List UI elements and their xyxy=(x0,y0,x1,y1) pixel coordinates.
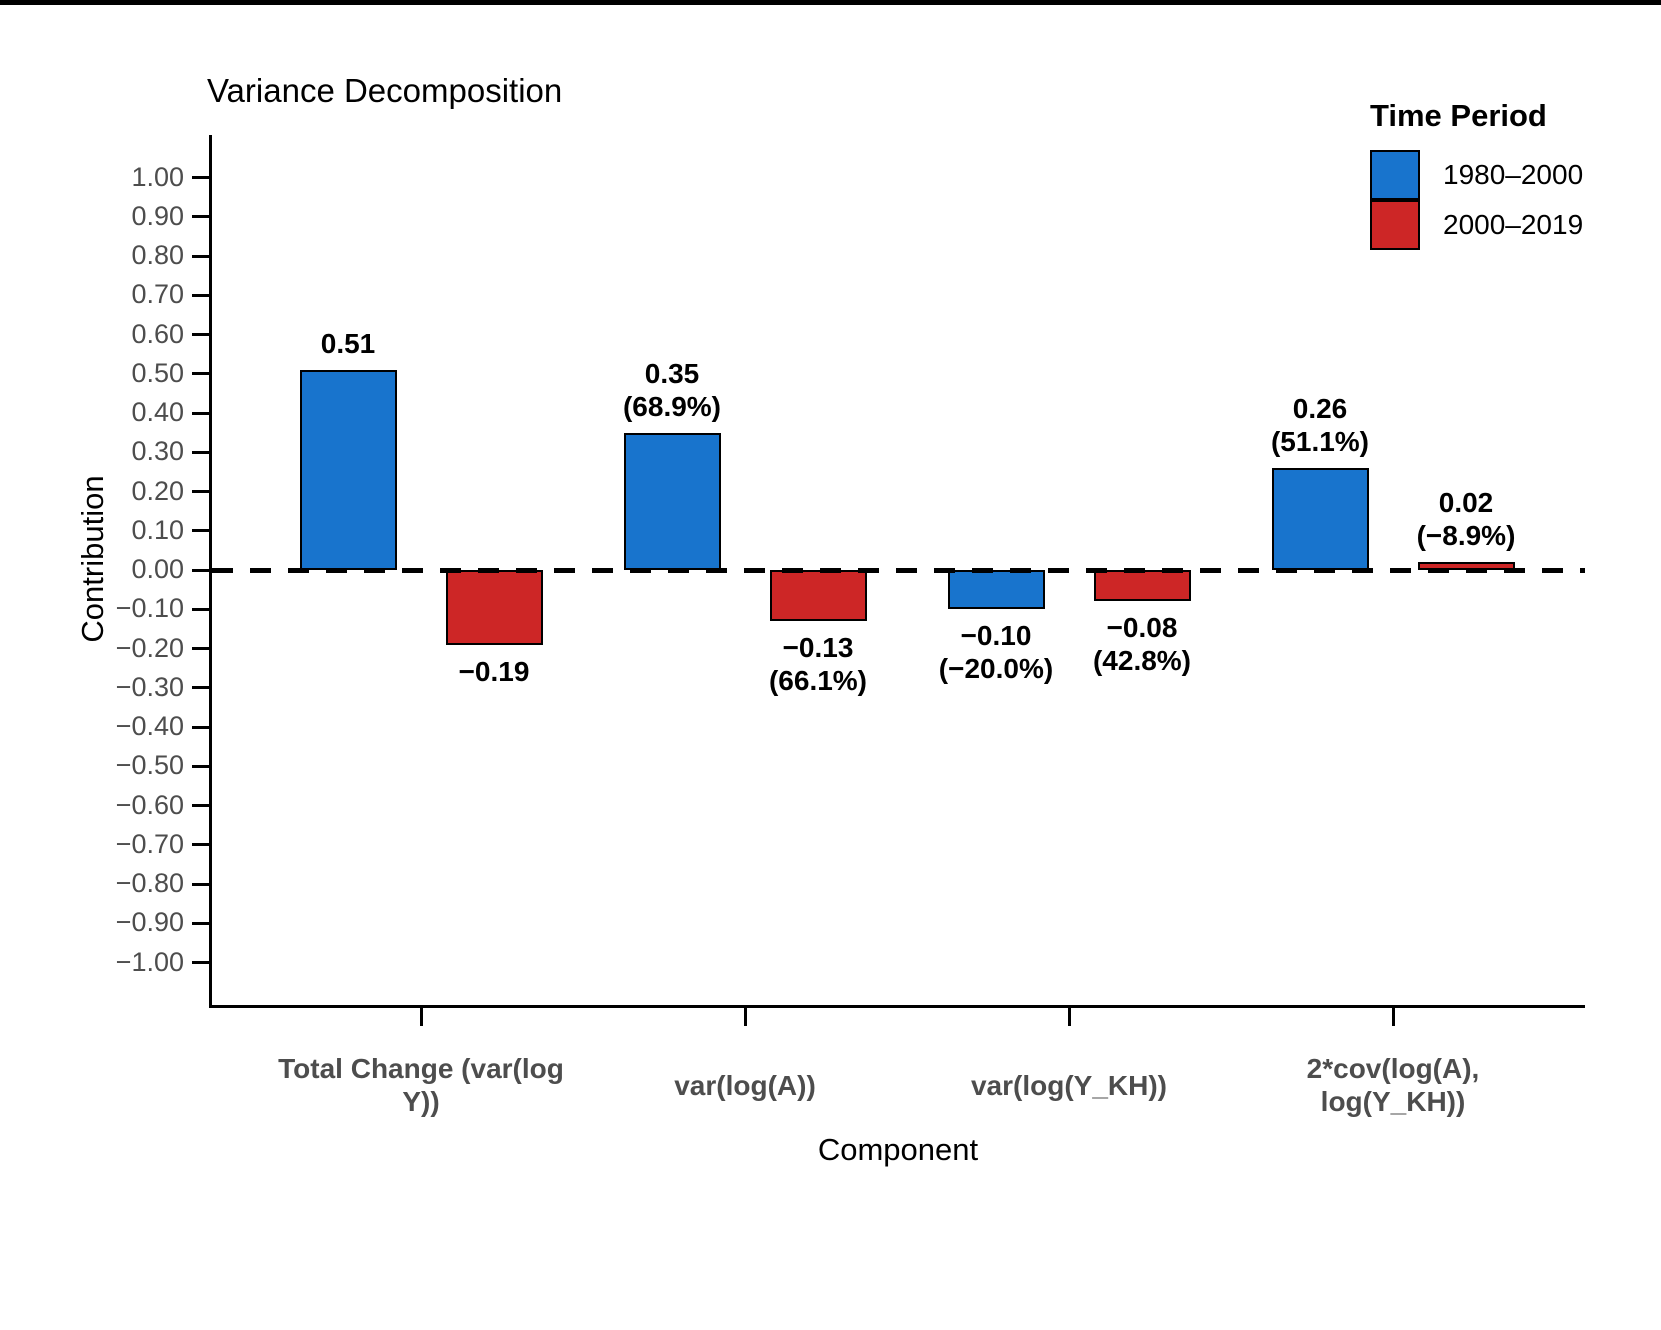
y-tick-label: 0.70 xyxy=(131,279,184,310)
x-category-label: Total Change (var(log Y)) xyxy=(278,1053,564,1117)
bar-1980–2000-4 xyxy=(1271,467,1369,570)
y-tick-label: 0.00 xyxy=(131,554,184,584)
y-tick-label: 0.40 xyxy=(131,397,184,427)
top-border-strip xyxy=(0,0,1661,5)
y-tick-mark xyxy=(192,176,209,179)
x-tick-mark xyxy=(1391,1008,1395,1026)
bar-1980–2000-2 xyxy=(623,432,721,570)
legend-key-2 xyxy=(1370,200,1420,250)
y-tick-mark xyxy=(192,686,209,690)
y-tick-label: −0.50 xyxy=(115,750,184,781)
y-tick-mark xyxy=(192,607,209,611)
x-tick-mark xyxy=(419,1008,423,1026)
legend: Time Period 1980–2000 2000–2019 xyxy=(1370,98,1583,250)
y-tick-mark xyxy=(192,490,209,493)
y-tick-mark xyxy=(192,725,209,729)
y-tick-label: −0.10 xyxy=(115,593,184,624)
x-category-label: var(log(Y_KH)) xyxy=(970,1069,1167,1101)
legend-title: Time Period xyxy=(1370,98,1547,133)
x-axis-line xyxy=(209,1005,1585,1008)
y-tick-mark xyxy=(192,333,209,336)
y-tick-label: 1.00 xyxy=(131,161,184,192)
chart-title: Variance Decomposition xyxy=(207,72,563,109)
y-tick-mark xyxy=(192,843,209,847)
y-axis-line xyxy=(209,135,212,1008)
y-tick-mark xyxy=(192,921,209,925)
x-tick-mark xyxy=(743,1008,747,1026)
y-tick-label: 0.80 xyxy=(131,240,184,270)
y-tick-label: 0.50 xyxy=(131,357,184,388)
y-tick-label: −0.40 xyxy=(115,711,184,741)
zero-reference-line xyxy=(212,567,1585,573)
y-tick-mark xyxy=(192,647,209,650)
y-tick-mark xyxy=(192,804,209,807)
y-tick-mark xyxy=(192,882,209,886)
bar-1980–2000-3 xyxy=(947,570,1045,610)
legend-key-1 xyxy=(1370,150,1420,200)
y-tick-label: −0.60 xyxy=(115,789,184,820)
y-tick-mark xyxy=(192,254,209,258)
y-tick-mark xyxy=(192,764,209,768)
y-tick-label: −1.00 xyxy=(115,946,184,977)
y-tick-label: −0.80 xyxy=(115,868,184,898)
y-tick-mark xyxy=(192,293,209,297)
y-tick-label: 0.10 xyxy=(131,514,184,545)
y-tick-label: 0.90 xyxy=(131,200,184,231)
legend-label-2: 2000–2019 xyxy=(1443,209,1584,240)
y-tick-mark xyxy=(192,450,209,454)
y-tick-label: 0.20 xyxy=(131,475,184,506)
x-category-label: 2*cov(log(A), log(Y_KH)) xyxy=(1306,1053,1480,1117)
y-tick-label: −0.20 xyxy=(115,632,184,663)
bar-1980–2000-1 xyxy=(299,369,397,570)
x-axis-title: Component xyxy=(817,1132,979,1167)
bar-value-label: −0.13 (66.1%) xyxy=(768,632,868,697)
y-tick-mark xyxy=(192,411,209,415)
legend-label-1: 1980–2000 xyxy=(1443,159,1584,190)
y-tick-mark xyxy=(192,529,209,533)
bar-value-label: −0.10 (−20.0%) xyxy=(938,620,1054,685)
bar-2000–2019-2 xyxy=(769,570,867,622)
bar-2000–2019-1 xyxy=(445,570,543,645)
y-tick-label: −0.90 xyxy=(115,907,184,938)
bar-value-label: 0.02 (−8.9%) xyxy=(1416,487,1516,552)
bar-value-label: 0.35 (68.9%) xyxy=(622,357,722,422)
y-tick-label: 0.30 xyxy=(131,436,184,467)
bar-value-label: 0.26 (51.1%) xyxy=(1270,392,1370,457)
bar-value-label: −0.19 xyxy=(458,655,530,687)
y-tick-label: −0.30 xyxy=(115,671,184,702)
bar-value-label: −0.08 (42.8%) xyxy=(1092,612,1192,677)
bar-value-label: 0.51 xyxy=(320,327,376,359)
x-tick-mark xyxy=(1067,1008,1071,1026)
y-tick-mark xyxy=(192,372,209,376)
bar-2000–2019-3 xyxy=(1093,570,1191,602)
y-tick-mark xyxy=(192,568,209,572)
x-category-label: var(log(A)) xyxy=(674,1069,816,1101)
y-tick-label: 0.60 xyxy=(131,318,184,349)
y-tick-label: −0.70 xyxy=(115,828,184,859)
y-tick-mark xyxy=(192,215,209,219)
y-tick-mark xyxy=(192,961,209,964)
